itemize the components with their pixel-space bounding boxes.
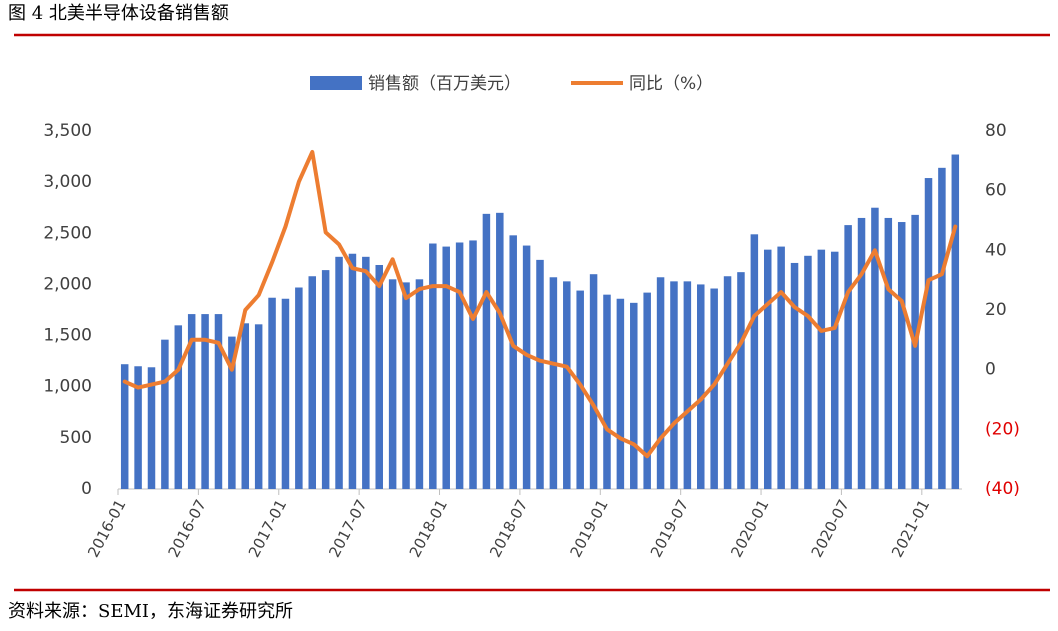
bar	[897, 222, 906, 489]
bar	[509, 235, 517, 489]
bar	[763, 249, 772, 489]
bar	[777, 246, 785, 489]
y2-tick-label: 0	[985, 360, 996, 380]
bar	[630, 302, 638, 489]
y2-tick-label: (40)	[985, 479, 1020, 499]
bar	[723, 276, 732, 489]
bar	[844, 225, 852, 490]
bar	[134, 366, 142, 489]
y-tick-label: 1,000	[43, 377, 92, 397]
bar	[161, 339, 169, 489]
bar	[335, 256, 343, 489]
y2-tick-label: 60	[985, 181, 1007, 201]
x-tick-label: 2018-07	[486, 497, 531, 561]
bar	[951, 154, 960, 490]
legend-swatch	[310, 76, 362, 90]
x-tick-label: 2020-01	[727, 497, 772, 561]
y-tick-label: 2,000	[43, 274, 92, 294]
bar	[375, 264, 383, 489]
bar	[388, 279, 397, 489]
bar	[455, 242, 464, 489]
bar	[790, 262, 799, 489]
bar	[174, 325, 183, 489]
bar	[643, 292, 651, 489]
bar	[348, 253, 357, 489]
bar	[120, 364, 129, 489]
x-tick-label: 2016-01	[84, 497, 129, 561]
bar	[308, 276, 317, 489]
bar	[737, 272, 745, 489]
bar	[710, 288, 718, 489]
bar	[321, 270, 330, 489]
bar	[187, 314, 196, 489]
bar	[402, 282, 410, 489]
bar	[750, 234, 759, 489]
bar	[549, 277, 558, 489]
bar	[817, 249, 826, 489]
bar	[214, 314, 223, 489]
y-tick-label: 500	[60, 428, 92, 448]
x-tick-label: 2019-01	[566, 497, 611, 561]
x-tick-label: 2019-07	[647, 497, 692, 561]
legend-label: 同比（%）	[629, 74, 713, 94]
bar	[228, 336, 236, 489]
bar	[616, 298, 625, 489]
x-tick-label: 2017-07	[325, 497, 370, 561]
bar	[924, 178, 933, 489]
bar	[683, 281, 692, 489]
x-tick-label: 2016-07	[165, 497, 210, 561]
bar	[603, 294, 611, 489]
bar	[415, 279, 424, 489]
legend-label: 销售额（百万美元）	[368, 74, 521, 94]
x-tick-label: 2018-01	[406, 497, 451, 561]
y2-tick-label: (20)	[985, 419, 1020, 439]
bar	[536, 259, 544, 489]
x-tick-label: 2017-01	[245, 497, 290, 561]
bar	[496, 212, 504, 490]
bar	[429, 243, 437, 489]
bar	[469, 240, 477, 489]
bar	[241, 323, 250, 489]
x-tick-label: 2021-01	[888, 497, 933, 561]
source: 资料来源：SEMI，东海证券研究所	[8, 601, 293, 622]
bar	[871, 207, 879, 489]
bar	[911, 214, 919, 490]
y2-tick-label: 80	[985, 121, 1007, 141]
bar	[804, 255, 812, 489]
y-tick-label: 3,000	[43, 172, 92, 192]
bar	[268, 297, 276, 489]
bar	[938, 167, 946, 489]
bar	[281, 298, 290, 489]
bar	[482, 213, 491, 489]
y-tick-label: 1,500	[43, 326, 92, 346]
bar	[147, 367, 156, 489]
y-tick-label: 2,500	[43, 223, 92, 243]
y-tick-label: 3,500	[43, 121, 92, 141]
bar	[670, 281, 678, 489]
bar	[442, 246, 450, 489]
bar	[295, 287, 303, 489]
bar	[522, 245, 531, 489]
bar	[884, 217, 893, 489]
bar	[576, 290, 584, 489]
bar	[830, 251, 839, 489]
y2-tick-label: 40	[985, 240, 1007, 260]
bar	[857, 217, 866, 489]
bar	[563, 281, 571, 489]
bar	[697, 284, 705, 489]
bar	[362, 256, 370, 489]
bar	[254, 324, 263, 489]
y-tick-label: 0	[81, 479, 92, 499]
bar	[201, 314, 209, 489]
x-tick-label: 2020-07	[808, 497, 853, 561]
y2-tick-label: 20	[985, 300, 1007, 320]
bar	[656, 277, 665, 489]
bar	[589, 274, 598, 489]
line	[122, 149, 958, 459]
figure-title: 图 4 北美半导体设备销售额	[8, 3, 229, 24]
